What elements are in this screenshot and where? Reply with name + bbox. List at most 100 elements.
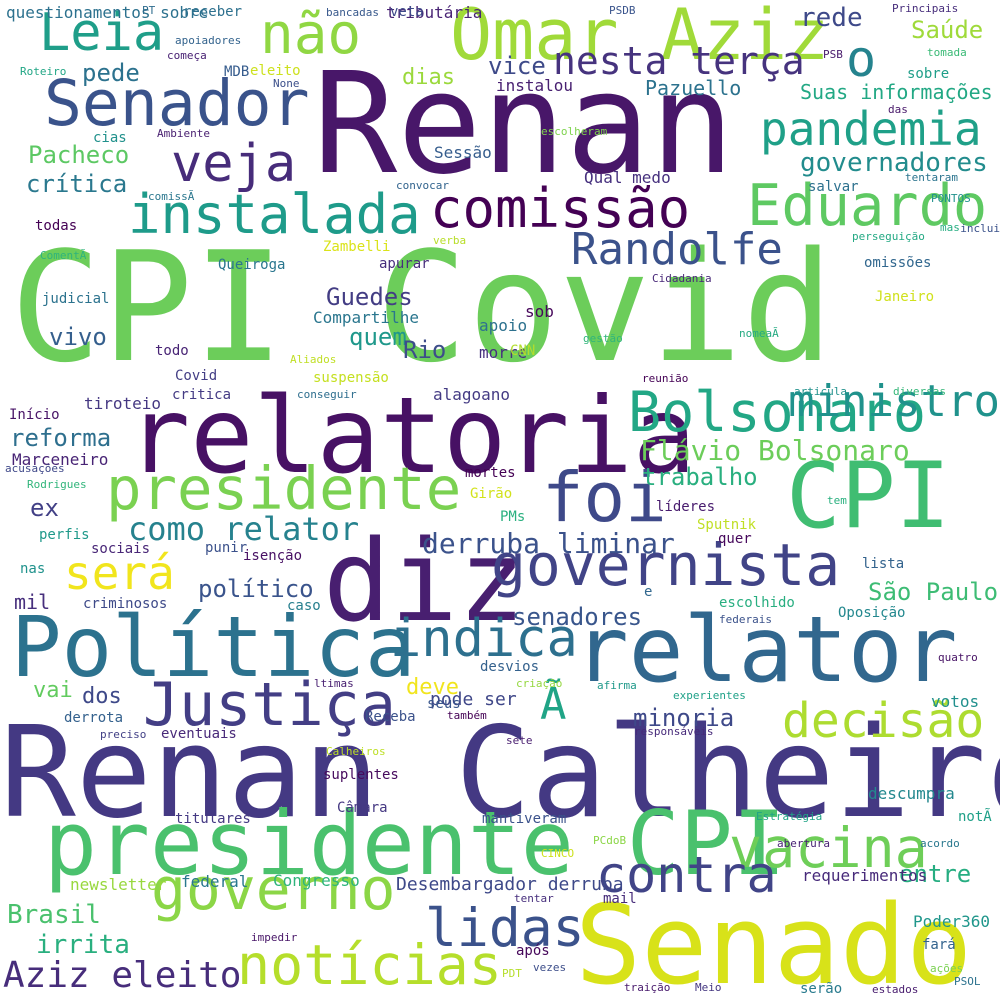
- word: votos: [931, 692, 980, 711]
- word: Pacheco: [28, 141, 130, 169]
- word: Oposição: [838, 605, 906, 621]
- word: tentar: [514, 892, 554, 905]
- word: federais: [719, 613, 772, 626]
- word: vai: [33, 678, 73, 703]
- word: abertura: [777, 837, 830, 850]
- word: líderes: [656, 499, 716, 515]
- word: vice: [488, 52, 546, 80]
- word: mil: [14, 590, 51, 614]
- word: articula: [794, 385, 847, 398]
- word: quatro: [938, 651, 978, 664]
- word: Poder360: [913, 912, 991, 931]
- word: Flávio Bolsonaro: [640, 434, 910, 467]
- word: tiroteio: [84, 394, 162, 413]
- word: PMs: [500, 509, 526, 525]
- word: salvar: [808, 179, 859, 195]
- word: relator: [574, 598, 958, 703]
- word: Girão: [470, 486, 513, 502]
- word: MDB: [224, 64, 250, 80]
- word: Leia: [39, 3, 165, 63]
- word: Renan Calheiros: [0, 699, 1000, 846]
- word: não: [260, 2, 362, 67]
- word: minoria: [633, 704, 735, 732]
- word: instalou: [496, 76, 574, 95]
- word: Saúde: [911, 16, 984, 44]
- word: suplentes: [323, 767, 399, 783]
- word: Rodrigues: [27, 478, 87, 491]
- word: CPI Covid: [10, 219, 834, 396]
- word: derrota: [64, 710, 124, 726]
- word: titulares: [175, 811, 251, 827]
- word: omissões: [864, 255, 932, 271]
- word: mortes: [465, 465, 516, 481]
- word: PT: [142, 4, 156, 17]
- word: todo: [155, 343, 189, 359]
- word: mantiveram: [482, 811, 567, 827]
- word: apurar: [379, 256, 430, 272]
- word: entre: [899, 860, 972, 888]
- word: após: [516, 943, 550, 959]
- word: notÃ: [958, 809, 992, 825]
- word: derruba liminar: [422, 527, 675, 560]
- word: caso: [287, 598, 321, 614]
- word: reforma: [10, 424, 112, 452]
- word: preciso: [100, 728, 147, 741]
- word: escolhido: [719, 595, 795, 611]
- word: impedir: [251, 931, 298, 944]
- word: critica: [172, 387, 232, 403]
- word: dias: [402, 65, 455, 90]
- word: Eduardo: [747, 173, 988, 239]
- word: questionamentos sobre: [6, 3, 209, 22]
- word: Covid: [175, 368, 218, 384]
- word: PONTOS: [931, 192, 971, 205]
- word: PSDB: [609, 4, 636, 17]
- word: alagoano: [433, 385, 511, 404]
- word: instalada: [128, 183, 421, 246]
- word: Qual medo: [584, 168, 671, 187]
- word: Guedes: [326, 283, 413, 311]
- word: das: [888, 103, 908, 116]
- word: CPI: [786, 444, 951, 549]
- word: Omar Aziz: [450, 0, 830, 76]
- word: bancadas: [326, 6, 379, 19]
- word: verba: [433, 234, 467, 247]
- word: convocar: [396, 179, 449, 192]
- word: São Paulo: [868, 578, 999, 606]
- word: notícias: [237, 933, 502, 997]
- word: sociais: [91, 541, 151, 557]
- word: inclui: [960, 222, 1000, 235]
- word: acusações: [5, 462, 65, 475]
- word: lista: [862, 556, 905, 572]
- word: ltimas: [314, 677, 354, 690]
- word: traição: [624, 981, 671, 994]
- word: Senado: [575, 881, 973, 1000]
- word: tentaram: [905, 171, 958, 184]
- word: acordo: [920, 837, 960, 850]
- word: mas: [940, 221, 960, 234]
- word: Calheiros: [326, 745, 386, 758]
- word: PCdoB: [593, 834, 627, 847]
- word: Ambiente: [157, 127, 210, 140]
- word: Justiça: [143, 670, 396, 740]
- word: ComentÃ: [40, 249, 87, 262]
- word: Aliados: [290, 353, 337, 366]
- word: crítica: [26, 170, 128, 198]
- word: nomeaÃ: [739, 327, 779, 340]
- word: federal: [181, 872, 249, 891]
- word: reunião: [642, 372, 689, 385]
- word: governo: [151, 855, 396, 923]
- word: PSB: [823, 48, 843, 61]
- word: Marceneiro: [12, 450, 109, 469]
- word: newsletter: [70, 875, 167, 894]
- word: seus: [427, 696, 461, 712]
- word: Janeiro: [875, 289, 935, 305]
- word: Desembargador derruba: [396, 874, 624, 895]
- word: Roteiro: [20, 65, 67, 78]
- word: apoiadores: [175, 34, 242, 47]
- word: irrita: [36, 930, 130, 960]
- word: senadores: [512, 603, 643, 631]
- word: pandemia: [760, 102, 982, 156]
- word: Sputnik: [697, 517, 757, 533]
- word: lidas: [425, 898, 585, 959]
- word: judicial: [42, 291, 110, 307]
